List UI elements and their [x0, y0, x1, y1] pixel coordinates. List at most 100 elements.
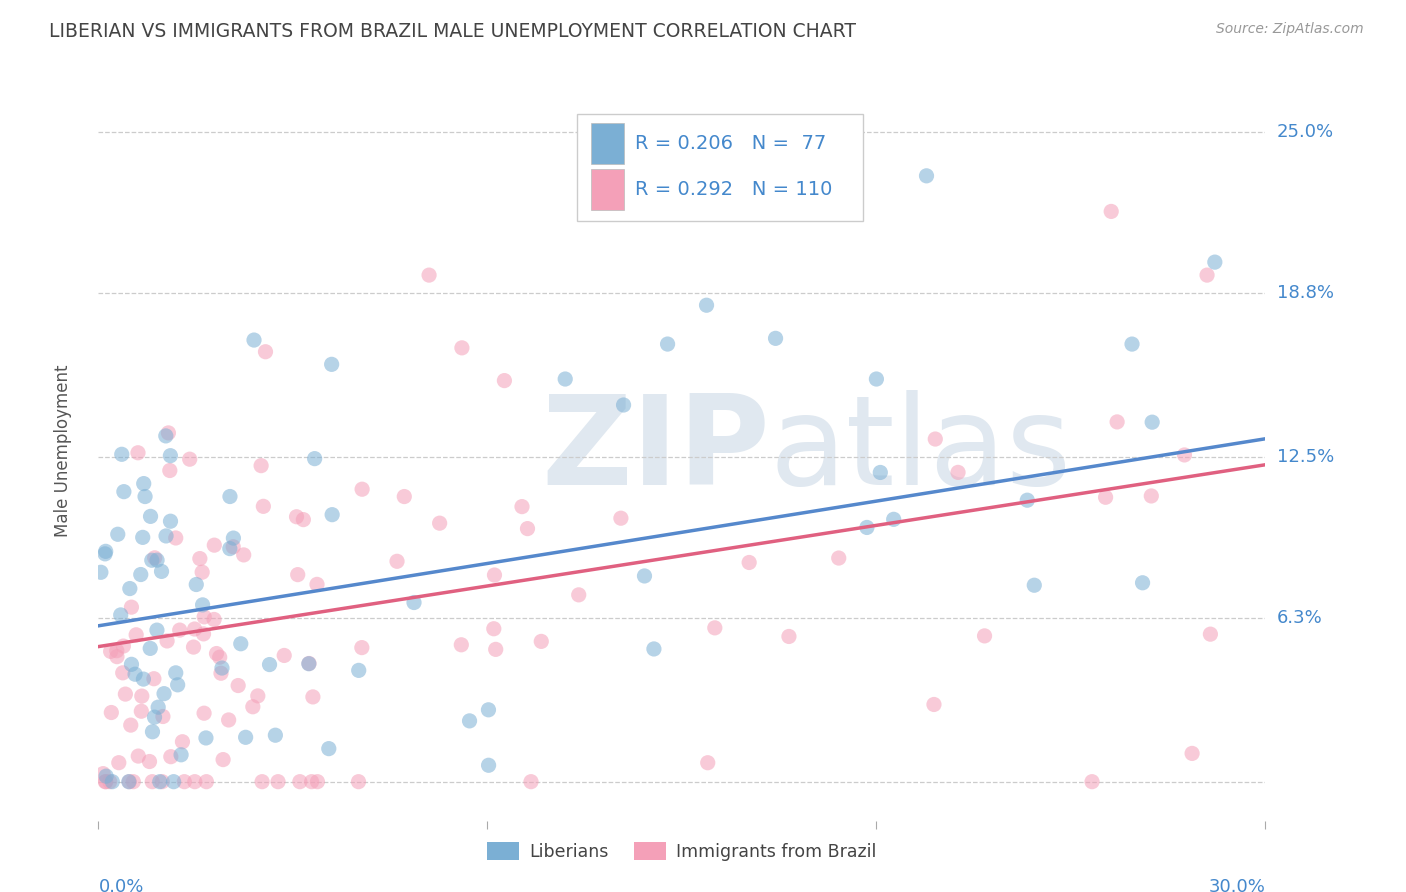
- Point: [131, 689, 153, 703]
- Point: [1099, 204, 1122, 219]
- Point: [132, 530, 155, 544]
- Point: [120, 718, 142, 732]
- Point: [288, 774, 311, 789]
- Point: [183, 622, 205, 636]
- Point: [613, 398, 636, 412]
- Point: [243, 333, 266, 347]
- Point: [1199, 627, 1222, 641]
- Point: [141, 774, 163, 789]
- Point: [94, 547, 117, 561]
- Text: ZIP: ZIP: [541, 390, 770, 511]
- Point: [1140, 415, 1163, 429]
- Point: [229, 637, 252, 651]
- Point: [159, 449, 181, 463]
- Point: [302, 690, 325, 704]
- Point: [287, 567, 309, 582]
- Point: [218, 713, 240, 727]
- Point: [209, 666, 232, 681]
- Point: [429, 516, 451, 531]
- Point: [973, 629, 995, 643]
- Point: [155, 429, 177, 443]
- Point: [1140, 489, 1163, 503]
- Point: [451, 341, 474, 355]
- Point: [318, 741, 340, 756]
- Point: [778, 630, 800, 644]
- Point: [110, 607, 132, 622]
- Point: [143, 710, 166, 724]
- Point: [458, 714, 481, 728]
- Text: 30.0%: 30.0%: [1209, 878, 1265, 892]
- Point: [1173, 448, 1195, 462]
- Point: [252, 500, 274, 514]
- Point: [1121, 337, 1143, 351]
- Point: [205, 647, 228, 661]
- Text: R = 0.206   N =  77: R = 0.206 N = 77: [636, 134, 827, 153]
- Point: [186, 577, 208, 591]
- Point: [111, 665, 134, 680]
- Point: [883, 512, 905, 526]
- Point: [141, 553, 163, 567]
- Point: [150, 565, 173, 579]
- Point: [554, 372, 576, 386]
- Point: [100, 706, 122, 720]
- Text: 6.3%: 6.3%: [1277, 609, 1323, 627]
- Point: [114, 687, 136, 701]
- Point: [125, 628, 148, 642]
- Point: [235, 731, 257, 745]
- Point: [91, 766, 114, 780]
- Point: [301, 774, 323, 789]
- Point: [118, 582, 141, 596]
- Point: [112, 484, 135, 499]
- Point: [159, 463, 181, 477]
- Point: [107, 756, 129, 770]
- Point: [520, 774, 543, 789]
- Point: [347, 774, 370, 789]
- Point: [132, 672, 155, 686]
- Point: [1132, 575, 1154, 590]
- Point: [1017, 493, 1039, 508]
- Point: [146, 553, 169, 567]
- Point: [101, 774, 124, 789]
- Point: [350, 640, 373, 655]
- Point: [94, 544, 117, 558]
- Text: Source: ZipAtlas.com: Source: ZipAtlas.com: [1216, 22, 1364, 37]
- Point: [232, 548, 254, 562]
- Point: [159, 514, 181, 528]
- Point: [305, 577, 328, 591]
- Point: [285, 509, 308, 524]
- Point: [922, 698, 945, 712]
- Point: [98, 774, 121, 789]
- Point: [352, 482, 374, 496]
- Point: [138, 755, 160, 769]
- Point: [924, 432, 946, 446]
- Point: [148, 700, 170, 714]
- Point: [696, 756, 718, 770]
- Point: [107, 527, 129, 541]
- Point: [1181, 747, 1204, 761]
- Point: [643, 642, 665, 657]
- FancyBboxPatch shape: [576, 113, 863, 221]
- Point: [169, 623, 191, 637]
- Point: [105, 643, 128, 657]
- Point: [748, 138, 770, 153]
- Point: [90, 566, 112, 580]
- Point: [915, 169, 938, 183]
- Point: [477, 703, 499, 717]
- Point: [150, 774, 173, 789]
- Point: [1024, 578, 1046, 592]
- Point: [1081, 774, 1104, 789]
- Point: [156, 634, 179, 648]
- Text: 12.5%: 12.5%: [1277, 448, 1334, 466]
- Point: [394, 490, 416, 504]
- Point: [226, 679, 249, 693]
- Point: [112, 639, 135, 653]
- Point: [143, 550, 166, 565]
- Point: [696, 298, 718, 312]
- Point: [127, 446, 149, 460]
- Point: [202, 538, 225, 552]
- Point: [105, 649, 128, 664]
- Point: [183, 640, 205, 654]
- Point: [510, 500, 533, 514]
- Point: [134, 490, 156, 504]
- Point: [165, 665, 187, 680]
